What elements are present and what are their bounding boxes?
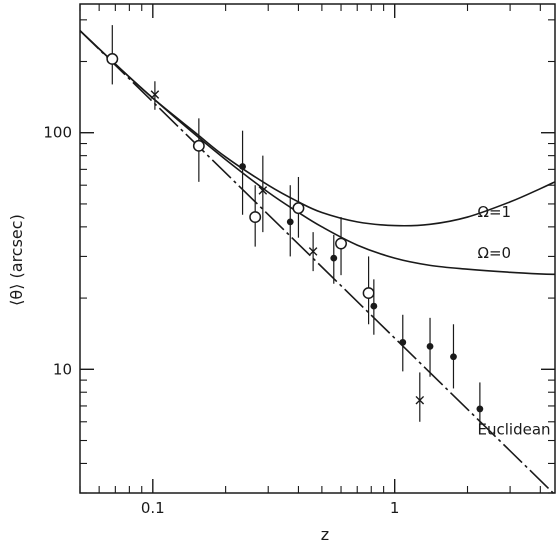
x-axis-label: z — [321, 525, 329, 544]
data-point-filled-circle — [399, 314, 407, 372]
data-point-cross — [308, 232, 318, 272]
data-point-open-circle — [106, 25, 119, 85]
x-tick-label: 1 — [390, 499, 400, 517]
cross-marker-stroke — [415, 395, 425, 405]
model-curves — [79, 30, 556, 496]
open-circle-marker — [249, 211, 262, 224]
data-point-open-circle — [249, 185, 262, 247]
cross-marker-stroke — [150, 90, 160, 99]
filled-circle-marker — [330, 254, 338, 262]
curve-omega-0 — [79, 30, 556, 276]
filled-circle-marker — [399, 338, 407, 346]
plot-frame — [79, 3, 556, 494]
data-point-filled-circle — [330, 234, 338, 284]
data-point-cross — [415, 372, 425, 422]
data-point-filled-circle — [476, 382, 484, 431]
data-point-filled-circle — [286, 185, 294, 257]
text-labels: 0.1 1 10 100 Ω=1 Ω=0 Euclidean — [43, 124, 550, 517]
y-axis-label: ⟨θ⟩ (arcsec) — [7, 214, 26, 306]
cross-marker-stroke — [308, 247, 318, 256]
data-point-filled-circle — [426, 317, 434, 377]
data-point-open-circle — [362, 256, 375, 325]
data-point-filled-circle — [370, 279, 378, 335]
filled-circle-marker — [239, 163, 246, 170]
data-point-filled-circle — [239, 130, 246, 215]
open-circle-marker — [292, 202, 305, 215]
open-circle-marker — [106, 53, 119, 65]
open-circle-marker — [362, 287, 375, 300]
data-point-open-circle — [292, 176, 305, 238]
y-tick-label: 10 — [53, 360, 72, 378]
data-point-open-circle — [192, 118, 205, 182]
data-points — [106, 25, 484, 431]
filled-circle-marker — [286, 218, 294, 226]
y-tick-label: 100 — [43, 124, 72, 142]
filled-circle-marker — [476, 405, 484, 413]
cross-marker-stroke — [258, 186, 268, 195]
axis-ticks — [79, 4, 555, 494]
curve-label-omega-0: Ω=0 — [478, 244, 512, 262]
x-tick-label: 0.1 — [141, 499, 165, 517]
filled-circle-marker — [450, 353, 457, 361]
data-point-cross — [150, 81, 160, 110]
open-circle-marker — [335, 237, 347, 250]
data-point-cross — [258, 155, 268, 233]
curve-label-omega-1: Ω=1 — [478, 203, 512, 221]
curve-label-euclidean: Euclidean — [478, 421, 551, 439]
open-circle-marker — [192, 139, 205, 152]
curve-omega-1 — [79, 30, 556, 227]
filled-circle-marker — [370, 302, 378, 310]
data-point-open-circle — [335, 217, 347, 276]
data-point-filled-circle — [450, 324, 457, 389]
filled-circle-marker — [426, 342, 434, 350]
